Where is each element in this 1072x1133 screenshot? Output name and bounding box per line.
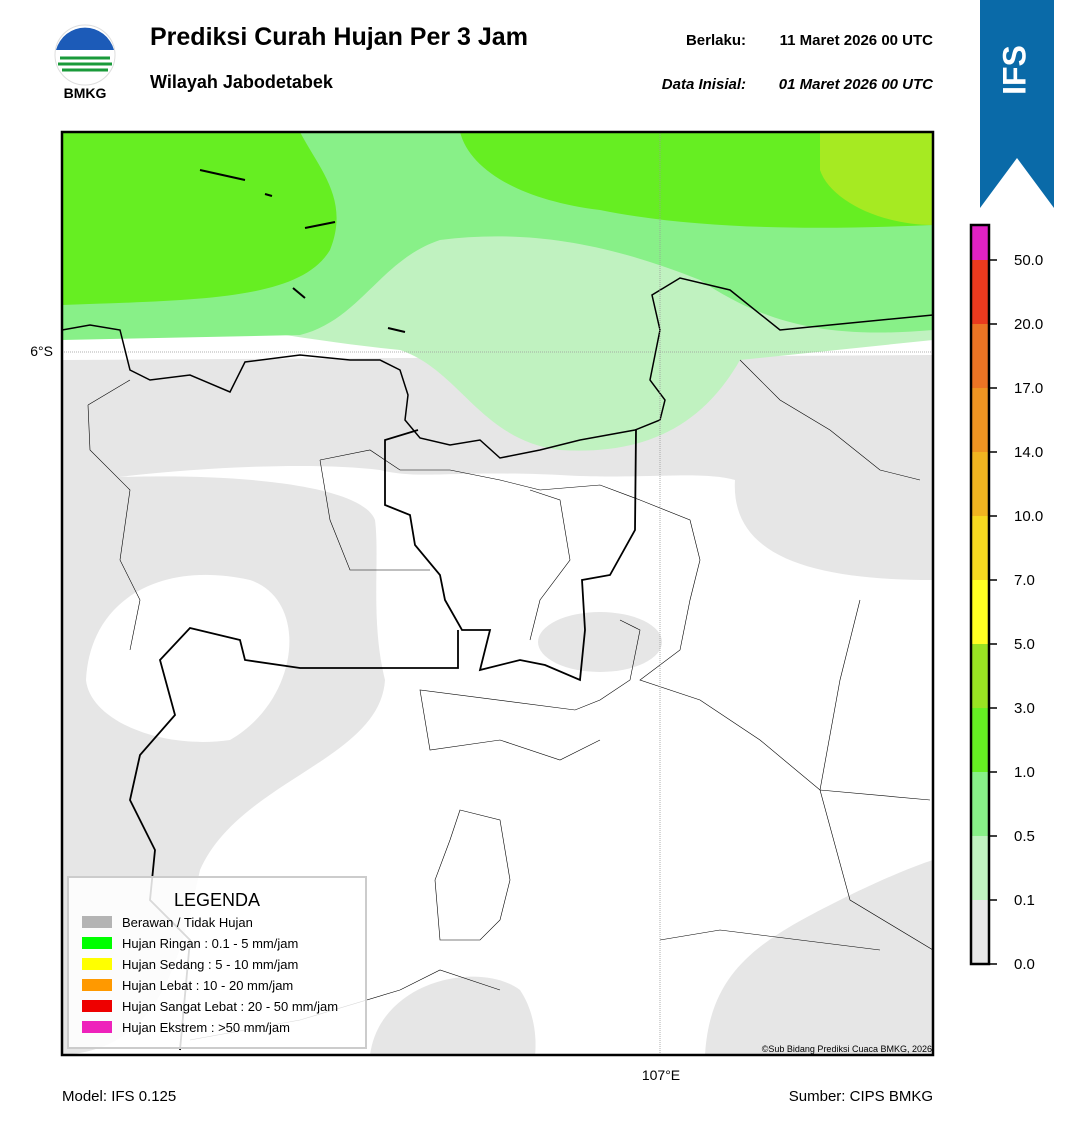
legend-label: Hujan Sedang : 5 - 10 mm/jam [122, 957, 298, 972]
init-label: Data Inisial: [662, 76, 746, 93]
badge-text: IFS [996, 45, 1032, 95]
colorbar-frame [969, 223, 991, 966]
legend-label: Hujan Sangat Lebat : 20 - 50 mm/jam [122, 999, 338, 1014]
valid-label: Berlaku: [686, 32, 746, 49]
colorbar-label: 17.0 [1014, 380, 1043, 397]
lat-label: 6°S [30, 343, 53, 359]
colorbar-label: 10.0 [1014, 508, 1043, 525]
legend-label: Hujan Lebat : 10 - 20 mm/jam [122, 978, 293, 993]
colorbar-label: 0.1 [1014, 892, 1035, 909]
legend-swatch [82, 979, 112, 991]
colorbar-segment [971, 836, 989, 900]
colorbar-segment [971, 388, 989, 452]
colorbar-segment [971, 452, 989, 516]
legend-swatch [82, 1021, 112, 1033]
colorbar-segment [971, 900, 989, 964]
colorbar-segment [971, 644, 989, 708]
lon-label: 107°E [642, 1067, 680, 1083]
logo-text: BMKG [64, 85, 107, 101]
colorbar-label: 7.0 [1014, 572, 1035, 589]
colorbar-segment [971, 225, 989, 260]
colorbar: 0.0 0.1 0.5 1.0 3.0 5.0 7.0 10.0 14.0 17.0 20.0 50.… [969, 223, 1043, 973]
colorbar-segment [971, 516, 989, 580]
colorbar-label: 1.0 [1014, 764, 1035, 781]
credit: ©Sub Bidang Prediksi Cuaca BMKG, 2026 [762, 1044, 932, 1054]
colorbar-label: 50.0 [1014, 252, 1043, 269]
legend-swatch [82, 958, 112, 970]
legend-swatch [82, 1000, 112, 1012]
legend-swatch [82, 937, 112, 949]
colorbar-segment [971, 260, 989, 324]
colorbar-label: 14.0 [1014, 444, 1043, 461]
colorbar-label: 0.0 [1014, 956, 1035, 973]
colorbar-segment [971, 580, 989, 644]
footer-model: Model: IFS 0.125 [62, 1088, 176, 1105]
legend-swatch [82, 916, 112, 928]
colorbar-label: 3.0 [1014, 700, 1035, 717]
init-time: 01 Maret 2026 00 UTC [779, 76, 934, 93]
legend-label: Hujan Ekstrem : >50 mm/jam [122, 1020, 290, 1035]
legend-title: LEGENDA [174, 890, 260, 910]
valid-time: 11 Maret 2026 00 UTC [780, 32, 934, 49]
map: ©Sub Bidang Prediksi Cuaca BMKG, 2026 6°… [30, 130, 935, 1083]
colorbar-label: 5.0 [1014, 636, 1035, 653]
colorbar-label: 0.5 [1014, 828, 1035, 845]
colorbar-segment [971, 324, 989, 388]
colorbar-segment [971, 708, 989, 772]
badge [980, 0, 1054, 208]
colorbar-label: 20.0 [1014, 316, 1043, 333]
title: Prediksi Curah Hujan Per 3 Jam [150, 23, 528, 51]
logo: BMKG [54, 24, 116, 101]
colorbar-segment [971, 772, 989, 836]
subtitle: Wilayah Jabodetabek [150, 72, 334, 92]
footer-source: Sumber: CIPS BMKG [789, 1088, 933, 1105]
legend-label: Hujan Ringan : 0.1 - 5 mm/jam [122, 936, 298, 951]
legend-label: Berawan / Tidak Hujan [122, 915, 253, 930]
legend: LEGENDA Berawan / Tidak Hujan Hujan Ringa… [67, 876, 367, 1049]
